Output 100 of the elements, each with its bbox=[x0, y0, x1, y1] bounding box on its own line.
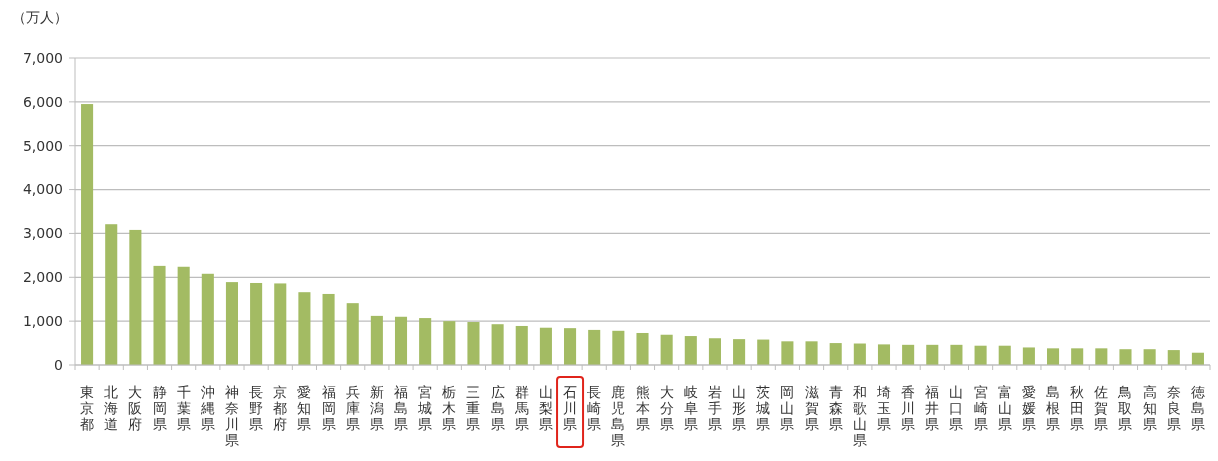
x-tick-label: 青森県 bbox=[828, 384, 843, 432]
y-tick-label: 3,000 bbox=[22, 225, 63, 242]
x-tick-label: 島根県 bbox=[1046, 384, 1061, 432]
x-tick-label: 福井県 bbox=[925, 384, 940, 432]
x-tick-label: 富山県 bbox=[997, 384, 1012, 432]
bar bbox=[1071, 348, 1084, 365]
x-tick-label: 北海道 bbox=[104, 384, 119, 432]
x-tick-label: 東京都 bbox=[80, 384, 95, 432]
bar bbox=[998, 345, 1011, 365]
x-tick-label: 岐阜県 bbox=[683, 384, 698, 432]
x-tick-label: 和歌山県 bbox=[852, 384, 867, 448]
x-tick-label: 神奈川県 bbox=[224, 384, 239, 448]
bar bbox=[394, 316, 408, 365]
x-tick-label: 三重県 bbox=[466, 384, 481, 432]
bar bbox=[974, 345, 987, 365]
bar bbox=[708, 338, 721, 365]
bar bbox=[515, 325, 528, 365]
x-tick-label: 兵庫県 bbox=[345, 384, 360, 432]
x-tick-label: 長野県 bbox=[249, 384, 264, 432]
bar bbox=[250, 282, 263, 365]
bar bbox=[346, 303, 359, 365]
x-tick-label: 奈良県 bbox=[1166, 384, 1181, 432]
y-tick-label: 6,000 bbox=[22, 93, 63, 110]
bar bbox=[805, 341, 818, 365]
bar bbox=[636, 332, 649, 365]
bar bbox=[660, 334, 673, 365]
bar bbox=[926, 344, 939, 365]
x-tick-label: 京都府 bbox=[273, 384, 288, 432]
x-tick-label: 秋田県 bbox=[1070, 384, 1085, 432]
x-tick-label: 大分県 bbox=[659, 384, 674, 432]
bar bbox=[781, 341, 794, 365]
x-tick-label: 静岡県 bbox=[152, 384, 167, 432]
bar bbox=[684, 336, 697, 365]
x-tick-label: 宮崎県 bbox=[973, 384, 988, 432]
bar bbox=[564, 328, 577, 365]
bar bbox=[902, 344, 915, 365]
x-tick-label: 山形県 bbox=[732, 384, 747, 432]
y-axis-title: （万人） bbox=[12, 9, 68, 25]
x-tick-label: 福岡県 bbox=[321, 384, 336, 432]
y-tick-label: 0 bbox=[54, 356, 63, 373]
x-tick-label: 熊本県 bbox=[635, 384, 650, 432]
x-tick-label: 千葉県 bbox=[176, 384, 191, 432]
bar bbox=[612, 330, 625, 365]
bar bbox=[201, 273, 214, 365]
x-tick-label: 沖縄県 bbox=[199, 384, 215, 432]
bar bbox=[950, 344, 963, 365]
x-tick-label: 愛知県 bbox=[297, 384, 312, 432]
bar bbox=[153, 265, 166, 365]
bar bbox=[877, 344, 891, 365]
x-tick-label: 広島県 bbox=[490, 384, 505, 432]
x-tick-label: 岡山県 bbox=[780, 384, 795, 432]
x-tick-label: 福島県 bbox=[394, 384, 409, 432]
x-tick-label: 佐賀県 bbox=[1094, 384, 1109, 432]
bar bbox=[733, 339, 746, 365]
x-tick-label: 香川県 bbox=[901, 384, 916, 432]
y-tick-label: 7,000 bbox=[22, 49, 63, 66]
bar bbox=[853, 343, 866, 365]
bar bbox=[1167, 350, 1180, 365]
x-tick-label: 茨城県 bbox=[755, 384, 771, 432]
bar bbox=[757, 339, 770, 365]
x-tick-label: 石川県 bbox=[563, 384, 578, 432]
x-tick-label: 愛媛県 bbox=[1021, 384, 1036, 432]
x-tick-label: 新潟県 bbox=[369, 384, 384, 432]
x-tick-label: 鹿児島県 bbox=[611, 384, 626, 448]
bar bbox=[419, 318, 432, 365]
bar bbox=[225, 282, 239, 365]
x-tick-label: 山口県 bbox=[949, 384, 964, 432]
x-tick-label: 宮城県 bbox=[417, 384, 433, 432]
x-tick-label: 高知県 bbox=[1142, 384, 1157, 432]
y-tick-label: 4,000 bbox=[22, 181, 63, 198]
x-tick-label: 埼玉県 bbox=[875, 384, 891, 432]
bar bbox=[105, 224, 118, 365]
bar bbox=[443, 321, 456, 365]
bar bbox=[1095, 348, 1108, 365]
y-tick-label: 5,000 bbox=[22, 137, 63, 154]
x-tick-label: 山梨県 bbox=[538, 384, 553, 432]
bar bbox=[81, 104, 94, 365]
bar bbox=[370, 315, 383, 365]
x-tick-label: 徳島県 bbox=[1190, 384, 1205, 432]
bar bbox=[467, 322, 480, 365]
bar bbox=[1022, 347, 1035, 365]
x-tick-label: 長崎県 bbox=[587, 384, 602, 432]
bar bbox=[1046, 348, 1060, 365]
x-tick-label: 大阪府 bbox=[128, 384, 143, 432]
bar bbox=[1119, 349, 1132, 365]
y-tick-label: 1,000 bbox=[22, 313, 63, 330]
bar bbox=[322, 293, 335, 365]
x-tick-label: 岩手県 bbox=[707, 384, 722, 432]
bar bbox=[588, 329, 601, 365]
bar bbox=[539, 327, 552, 365]
bar bbox=[491, 324, 504, 365]
x-tick-label: 滋賀県 bbox=[804, 384, 819, 432]
x-tick-label: 鳥取県 bbox=[1117, 384, 1133, 432]
x-tick-label: 群馬県 bbox=[513, 384, 529, 432]
bar bbox=[298, 292, 311, 365]
bar bbox=[829, 343, 842, 365]
bar bbox=[177, 266, 190, 365]
y-tick-label: 2,000 bbox=[22, 269, 63, 286]
bar bbox=[129, 229, 142, 365]
bar bbox=[274, 283, 287, 365]
